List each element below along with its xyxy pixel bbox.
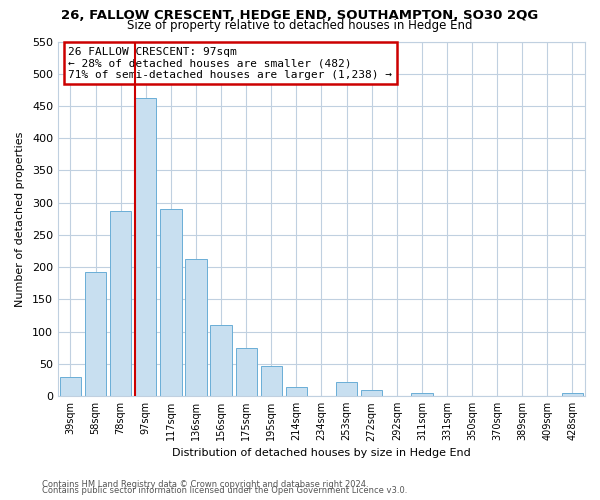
Bar [260, 366, 282, 396]
Bar [286, 387, 307, 396]
Bar [211, 326, 232, 396]
Bar [85, 272, 106, 396]
Bar [411, 393, 433, 396]
Text: Contains HM Land Registry data © Crown copyright and database right 2024.: Contains HM Land Registry data © Crown c… [42, 480, 368, 489]
Y-axis label: Number of detached properties: Number of detached properties [15, 131, 25, 306]
Bar [562, 393, 583, 396]
Text: 26, FALLOW CRESCENT, HEDGE END, SOUTHAMPTON, SO30 2QG: 26, FALLOW CRESCENT, HEDGE END, SOUTHAMP… [61, 9, 539, 22]
Bar [160, 208, 182, 396]
Bar [60, 377, 81, 396]
Text: 26 FALLOW CRESCENT: 97sqm
← 28% of detached houses are smaller (482)
71% of semi: 26 FALLOW CRESCENT: 97sqm ← 28% of detac… [68, 47, 392, 80]
Bar [361, 390, 382, 396]
Text: Contains public sector information licensed under the Open Government Licence v3: Contains public sector information licen… [42, 486, 407, 495]
Text: Size of property relative to detached houses in Hedge End: Size of property relative to detached ho… [127, 20, 473, 32]
Bar [336, 382, 357, 396]
Bar [135, 98, 157, 396]
Bar [236, 348, 257, 396]
Bar [110, 211, 131, 396]
X-axis label: Distribution of detached houses by size in Hedge End: Distribution of detached houses by size … [172, 448, 471, 458]
Bar [185, 260, 206, 396]
